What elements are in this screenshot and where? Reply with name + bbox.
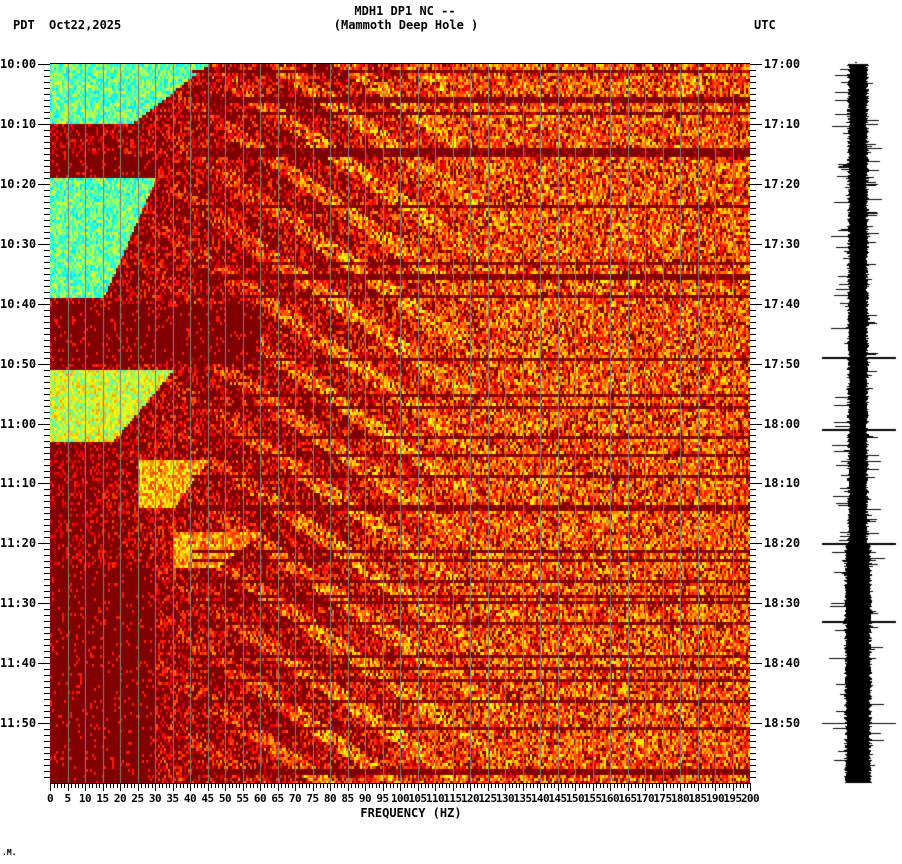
x-tick-label: 65 [271, 792, 284, 805]
y-tick-label-utc: 18:30 [764, 596, 801, 611]
x-tick-label: 40 [183, 792, 197, 805]
y-tick-label-utc: 17:20 [764, 176, 801, 191]
y-tick-label-utc: 17:10 [764, 116, 801, 131]
y-tick-label-utc: 18:20 [764, 536, 801, 551]
x-tick-label: 140 [530, 792, 550, 805]
x-tick-label: 100 [390, 792, 410, 805]
y-tick-label-pdt: 11:10 [0, 476, 37, 491]
y-tick-label-pdt: 11:20 [0, 536, 37, 551]
station-name: (Mammoth Deep Hole ) [333, 18, 479, 32]
x-tick-label: 80 [323, 792, 337, 805]
x-tick-label: 15 [96, 792, 109, 805]
x-tick-label: 130 [495, 792, 515, 805]
x-tick-label: 20 [113, 792, 127, 805]
y-tick-label-utc: 17:00 [764, 57, 801, 71]
x-tick-label: 160 [600, 792, 620, 805]
y-tick-label-pdt: 10:30 [0, 236, 37, 251]
y-tick-label-pdt: 11:50 [0, 716, 37, 731]
x-tick-label: 125 [478, 792, 497, 805]
seismogram-trace [820, 60, 900, 790]
x-tick-label: 195 [723, 792, 742, 805]
x-tick-label: 70 [288, 792, 302, 805]
x-tick-label: 165 [618, 792, 637, 805]
x-tick-label: 180 [670, 792, 690, 805]
x-tick-label: 60 [253, 792, 267, 805]
x-tick-label: 55 [236, 792, 249, 805]
y-tick-label-pdt: 10:20 [0, 176, 37, 191]
x-tick-label: 200 [740, 792, 760, 805]
y-tick-label-utc: 18:50 [764, 716, 801, 731]
left-timezone-label: PDT [13, 18, 35, 32]
x-tick-label: 90 [358, 792, 372, 805]
x-tick-label: 185 [688, 792, 707, 805]
x-tick-label: 110 [425, 792, 445, 805]
x-tick-label: 175 [653, 792, 672, 805]
x-tick-label: 105 [408, 792, 427, 805]
y-tick-label-pdt: 11:00 [0, 416, 37, 431]
x-tick-label: 30 [148, 792, 162, 805]
x-tick-label: 155 [583, 792, 602, 805]
x-tick-label: 115 [443, 792, 462, 805]
y-tick-label-pdt: 10:00 [0, 57, 37, 71]
x-tick-label: 135 [513, 792, 532, 805]
x-tick-label: 25 [131, 792, 144, 805]
y-tick-label-pdt: 10:40 [0, 296, 37, 311]
y-tick-label-utc: 18:10 [764, 476, 801, 491]
x-tick-label: 10 [78, 792, 92, 805]
y-tick-label-pdt: 10:50 [0, 356, 37, 371]
x-axis-title: FREQUENCY (HZ) [360, 806, 462, 820]
spectrogram-plot [50, 64, 750, 783]
y-tick-label-utc: 17:30 [764, 236, 801, 251]
x-tick-label: 95 [376, 792, 389, 805]
x-tick-label: 50 [218, 792, 232, 805]
y-tick-label-utc: 17:50 [764, 356, 801, 371]
x-tick-label: 190 [705, 792, 725, 805]
x-tick-label: 85 [341, 792, 354, 805]
x-tick-label: 120 [460, 792, 480, 805]
x-tick-label: 5 [64, 792, 71, 805]
x-tick-label: 75 [306, 792, 319, 805]
spectrogram-canvas [50, 64, 750, 783]
x-tick-label: 150 [565, 792, 585, 805]
chart-title: MDH1 DP1 NC -- [354, 4, 456, 18]
y-tick-label-pdt: 11:40 [0, 656, 37, 671]
y-tick-label-utc: 18:40 [764, 656, 801, 671]
x-tick-label: 145 [548, 792, 567, 805]
x-tick-label: 170 [635, 792, 655, 805]
y-tick-label-pdt: 10:10 [0, 116, 37, 131]
right-timezone-label: UTC [754, 18, 776, 32]
y-tick-label-pdt: 11:30 [0, 596, 37, 611]
x-tick-label: 0 [46, 792, 54, 805]
date-label: Oct22,2025 [49, 18, 122, 32]
x-tick-label: 35 [166, 792, 179, 805]
y-tick-label-utc: 18:00 [764, 416, 801, 431]
y-tick-label-utc: 17:40 [764, 296, 801, 311]
x-tick-label: 45 [201, 792, 214, 805]
corner-mark: .M. [2, 848, 17, 857]
